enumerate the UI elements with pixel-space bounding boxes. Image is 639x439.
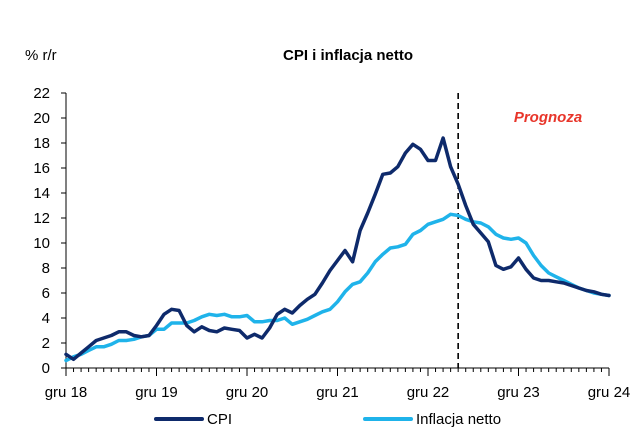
y-tick-label: 2 bbox=[42, 335, 50, 352]
y-tick-label: 4 bbox=[42, 310, 50, 327]
series-line-cpi bbox=[64, 136, 611, 362]
x-tick-label: gru 22 bbox=[407, 384, 450, 401]
x-tick-label: gru 18 bbox=[45, 384, 88, 401]
legend: CPI Inflacja netto bbox=[154, 411, 501, 428]
y-tick-label: 10 bbox=[33, 235, 50, 252]
y-tick-label: 22 bbox=[33, 85, 50, 102]
plot-area: 0 2 4 6 8 10 12 14 16 18 20 22 gru 18 gru 19 gru 20 gru… bbox=[33, 85, 630, 401]
x-tick-label: gru 23 bbox=[497, 384, 540, 401]
x-tick-label: gru 21 bbox=[316, 384, 359, 401]
y-tick-label: 16 bbox=[33, 160, 50, 177]
chart-title: CPI i inflacja netto bbox=[283, 47, 413, 64]
y-tick-label: 20 bbox=[33, 110, 50, 127]
x-tick-label: gru 19 bbox=[135, 384, 178, 401]
y-tick-label: 18 bbox=[33, 135, 50, 152]
forecast-annotation: Prognoza bbox=[514, 109, 582, 126]
y-axis-unit-label: % r/r bbox=[25, 47, 57, 64]
x-tick-label: gru 24 bbox=[588, 384, 631, 401]
y-tick-label: 14 bbox=[33, 185, 50, 202]
legend-label: Inflacja netto bbox=[416, 411, 501, 428]
legend-label: CPI bbox=[207, 411, 232, 428]
x-tick-label: gru 20 bbox=[226, 384, 269, 401]
y-tick-label: 8 bbox=[42, 260, 50, 277]
y-tick-label: 6 bbox=[42, 285, 50, 302]
series-line-inflacja-netto bbox=[64, 212, 611, 363]
y-tick-label: 12 bbox=[33, 210, 50, 227]
y-tick-label: 0 bbox=[42, 360, 50, 377]
